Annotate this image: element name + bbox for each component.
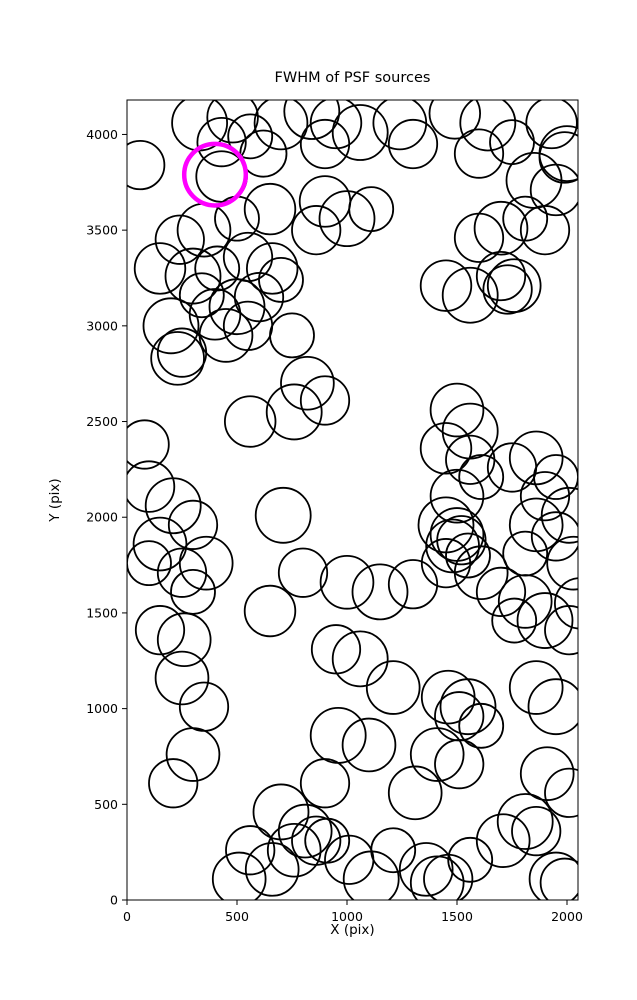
axes-frame — [126, 99, 579, 901]
y-tick-label: 500 — [94, 797, 118, 812]
y-tick-label: 2000 — [86, 510, 118, 525]
y-tick-label: 1000 — [86, 701, 118, 716]
x-tick-label: 1500 — [441, 909, 473, 924]
y-tick-label: 3000 — [86, 318, 118, 333]
x-tick-label: 500 — [225, 909, 249, 924]
data-circles — [127, 100, 578, 900]
chart-title: FWHM of PSF sources — [274, 70, 431, 86]
y-tick-label: 1500 — [86, 605, 118, 620]
x-tick-label: 1000 — [331, 909, 363, 924]
y-tick-label: 3500 — [86, 223, 118, 238]
x-axis-label: X (pix) — [330, 922, 375, 938]
y-tick-label: 0 — [110, 893, 118, 908]
highlighted-source-circle — [181, 141, 249, 208]
y-tick-label: 2500 — [86, 414, 118, 429]
x-tick-label: 2000 — [551, 909, 583, 924]
x-tick-label: 0 — [123, 909, 131, 924]
y-tick-label: 4000 — [86, 127, 118, 142]
